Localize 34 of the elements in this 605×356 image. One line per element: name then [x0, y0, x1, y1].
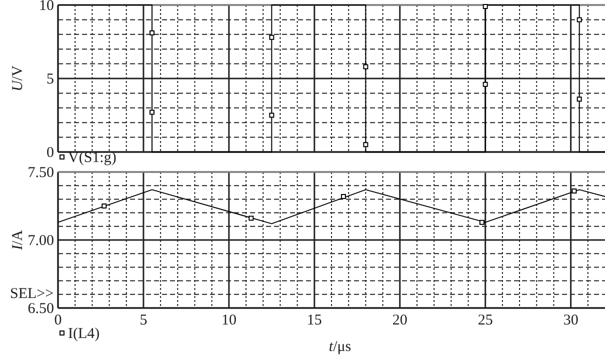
y-tick-label: 7.00	[28, 232, 54, 249]
y-axis-title: I/A	[10, 230, 26, 251]
y-tick-label: 6.50	[28, 300, 54, 317]
point	[479, 220, 484, 225]
point	[363, 64, 368, 70]
x-tick-label: 30	[563, 312, 578, 329]
point	[269, 112, 274, 118]
x-tick-label: 15	[306, 312, 322, 329]
point	[363, 142, 368, 148]
y-tick-label: 7.50	[28, 164, 54, 181]
y-tick-label: 0	[46, 144, 54, 161]
x-tick-label: 25	[478, 312, 493, 329]
text: SEL>>	[10, 286, 54, 302]
x-tick-label: 5	[140, 312, 148, 329]
y-tick-label: 10	[39, 0, 54, 14]
point	[150, 30, 155, 36]
point	[248, 216, 254, 221]
point	[576, 17, 582, 22]
point	[150, 110, 155, 115]
legend-label: I(L4)	[68, 326, 100, 342]
y-axis-title: U/V	[10, 65, 26, 92]
x-axis-title: t/μs	[328, 339, 352, 355]
x-tick-label: 10	[221, 312, 236, 329]
point	[572, 188, 577, 194]
point	[576, 96, 582, 102]
y-tick-label: 5	[46, 71, 54, 88]
point	[269, 34, 274, 40]
point	[340, 194, 346, 199]
point	[482, 82, 488, 87]
legend-label: V(S1:g)	[68, 150, 116, 166]
point	[102, 204, 107, 208]
point	[482, 4, 488, 9]
line-series	[58, 189, 605, 224]
x-tick-label: 20	[392, 312, 408, 329]
